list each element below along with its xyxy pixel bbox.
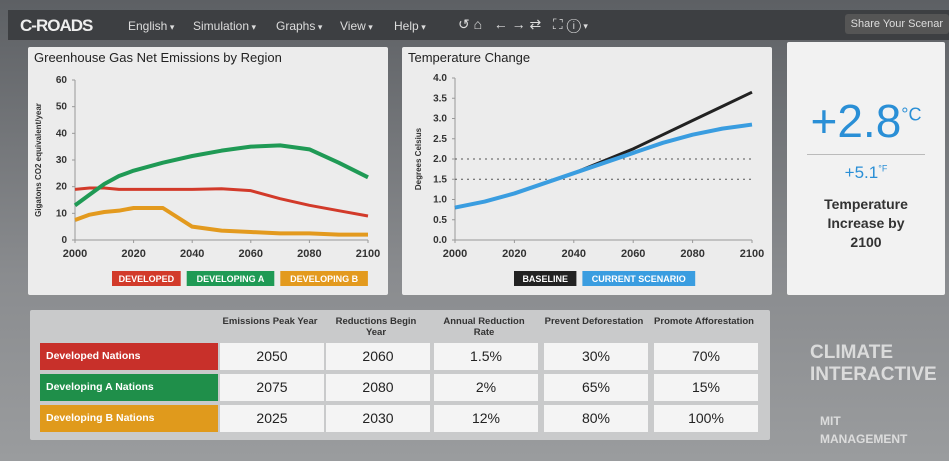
table-cell: 65% — [544, 374, 648, 401]
y-tick-label: 2.0 — [433, 154, 447, 165]
column-header: Prevent Deforestation — [544, 316, 644, 327]
series-line — [455, 92, 752, 207]
x-tick-label: 2100 — [356, 248, 380, 260]
legend-label: BASELINE — [522, 274, 568, 284]
table-cell: 12% — [434, 405, 538, 432]
row-label: Developing B Nations — [40, 405, 218, 432]
table-cell: 2080 — [326, 374, 430, 401]
x-tick-label: 2000 — [63, 248, 87, 260]
table-cell: 100% — [654, 405, 758, 432]
x-tick-label: 2040 — [562, 248, 586, 260]
y-tick-label: 10 — [56, 208, 68, 219]
mit-logo: MIT MANAGEMENT — [820, 412, 920, 448]
table-cell: 2050 — [220, 343, 324, 370]
x-tick-label: 2100 — [740, 248, 764, 260]
y-tick-label: 1.5 — [433, 174, 447, 185]
table-cell: 2075 — [220, 374, 324, 401]
series-line — [455, 125, 752, 208]
row-label: Developed Nations — [40, 343, 218, 370]
table-cell: 70% — [654, 343, 758, 370]
unit: °C — [901, 105, 921, 125]
menu-graphs[interactable]: Graphs — [276, 19, 322, 33]
y-tick-label: 4.0 — [433, 73, 447, 84]
y-tick-label: 0.5 — [433, 215, 447, 226]
menu-help[interactable]: Help — [394, 19, 426, 33]
table-cell: 2% — [434, 374, 538, 401]
menu-view[interactable]: View — [340, 19, 373, 33]
app-logo[interactable]: C-ROADS — [20, 16, 92, 36]
series-line — [75, 145, 368, 205]
emissions-panel: Greenhouse Gas Net Emissions by Region 0… — [28, 47, 388, 295]
legend-label: DEVELOPED — [119, 274, 175, 284]
y-tick-label: 0 — [61, 235, 67, 246]
x-tick-label: 2020 — [502, 248, 526, 260]
value: +5.1 — [845, 163, 879, 182]
y-tick-label: 60 — [56, 75, 68, 86]
result-fahrenheit: +5.1°F — [807, 154, 925, 183]
y-axis-label: Degrees Celsius — [414, 127, 423, 190]
result-panel: +2.8°C +5.1°F Temperature Increase by 21… — [787, 42, 945, 295]
legend-label: DEVELOPING B — [290, 274, 359, 284]
table-cell: 2060 — [326, 343, 430, 370]
x-tick-label: 2060 — [621, 248, 645, 260]
y-tick-label: 3.5 — [433, 93, 447, 104]
table-cell: 15% — [654, 374, 758, 401]
result-caption: Temperature Increase by 2100 — [813, 195, 919, 252]
result-celsius: +2.8°C — [787, 94, 945, 148]
screen: C-ROADS English Simulation Graphs View H… — [0, 0, 949, 461]
share-button[interactable]: Share Your Scenar — [845, 14, 949, 34]
table-cell: 80% — [544, 405, 648, 432]
x-tick-label: 2060 — [239, 248, 263, 260]
climate-interactive-logo: CLIMATE INTERACTIVE — [810, 342, 935, 386]
x-tick-label: 2080 — [680, 248, 704, 260]
y-tick-label: 1.0 — [433, 195, 447, 206]
toolbar: C-ROADS English Simulation Graphs View H… — [8, 10, 949, 40]
x-tick-label: 2040 — [180, 248, 204, 260]
y-tick-label: 50 — [56, 102, 68, 113]
table-cell: 30% — [544, 343, 648, 370]
menu-language[interactable]: English — [128, 19, 174, 33]
series-line — [75, 208, 368, 235]
chart: 0.0 0.5 1.0 1.5 2.0 2.5 3.0 3.5 4.0 2000 2020 2040 2… — [402, 47, 772, 295]
x-tick-label: 2080 — [297, 248, 321, 260]
settings-table: Emissions Peak Year Reductions Begin Year… — [30, 310, 770, 440]
row-label: Developing A Nations — [40, 374, 218, 401]
toolbar-icons[interactable]: ↺ ⌂ ← → ⇄ ⛶ ⓘ — [458, 16, 588, 33]
unit: °F — [878, 163, 887, 173]
table-cell: 2030 — [326, 405, 430, 432]
column-header: Annual Reduction Rate — [434, 316, 534, 338]
column-header: Promote Afforestation — [654, 316, 754, 327]
value: +2.8 — [810, 95, 901, 147]
y-tick-label: 40 — [56, 128, 68, 139]
y-axis-label: Gigatons CO2 equivalent/year — [34, 103, 43, 217]
column-header: Reductions Begin Year — [326, 316, 426, 338]
legend-label: DEVELOPING A — [197, 274, 265, 284]
menu-simulation[interactable]: Simulation — [193, 19, 256, 33]
y-tick-label: 20 — [56, 182, 68, 193]
y-tick-label: 2.5 — [433, 134, 447, 145]
x-tick-label: 2020 — [121, 248, 145, 260]
table-cell: 1.5% — [434, 343, 538, 370]
table-cell: 2025 — [220, 405, 324, 432]
y-tick-label: 30 — [56, 155, 68, 166]
x-tick-label: 2000 — [443, 248, 467, 260]
legend-label: CURRENT SCENARIO — [592, 274, 686, 284]
y-tick-label: 3.0 — [433, 114, 447, 125]
chart: 0 10 20 30 40 50 60 2000 2020 2040 2060 2080 2100 Gig… — [28, 47, 388, 295]
y-tick-label: 0.0 — [433, 235, 447, 246]
column-header: Emissions Peak Year — [220, 316, 320, 327]
